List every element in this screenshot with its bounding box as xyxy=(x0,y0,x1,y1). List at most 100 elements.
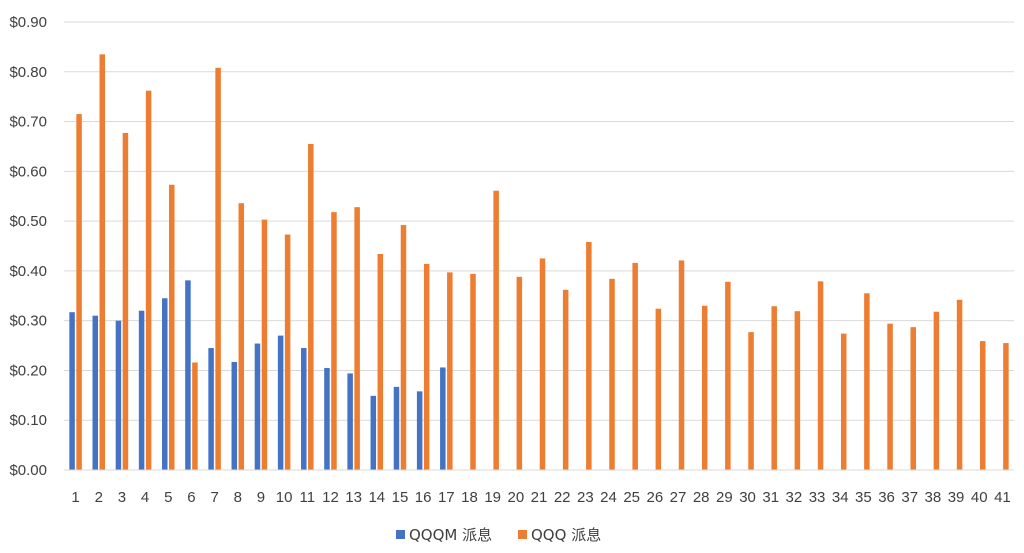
bar-qqq-12 xyxy=(331,212,337,470)
x-tick-label: 1 xyxy=(71,489,79,506)
bar-qqq-14 xyxy=(377,253,384,470)
bar-qqqm-8 xyxy=(231,361,238,470)
bar-qqq-36 xyxy=(887,323,893,470)
bar-qqq-25 xyxy=(632,262,638,470)
x-tick-label: 20 xyxy=(507,489,524,506)
x-tick-label: 35 xyxy=(855,489,872,506)
bar-qqq-24 xyxy=(609,278,615,470)
x-tick-label: 40 xyxy=(971,489,988,506)
legend-swatch-qqqm xyxy=(396,530,405,539)
x-tick-label: 4 xyxy=(141,489,149,506)
x-tick-label: 12 xyxy=(322,489,339,506)
bar-qqq-21 xyxy=(539,258,546,470)
bar-qqq-8 xyxy=(238,203,245,470)
x-tick-label: 25 xyxy=(623,489,640,506)
bar-qqq-1 xyxy=(76,114,82,470)
bar-qqq-6 xyxy=(192,362,198,470)
bar-qqq-9 xyxy=(261,219,268,470)
x-tick-label: 34 xyxy=(832,489,849,506)
x-tick-label: 33 xyxy=(809,489,826,506)
bar-qqqm-15 xyxy=(393,386,400,470)
bar-qqq-15 xyxy=(400,225,407,470)
y-tick-label: $0.80 xyxy=(9,64,47,81)
bar-qqqm-7 xyxy=(208,348,214,470)
bar-qqq-11 xyxy=(308,143,314,470)
x-tick-label: 24 xyxy=(600,489,617,506)
legend-swatch-qqq xyxy=(518,530,527,539)
bar-qqq-33 xyxy=(817,281,824,470)
bar-qqqm-12 xyxy=(324,367,330,470)
gridlines xyxy=(64,21,1014,421)
x-tick-label: 39 xyxy=(948,489,965,506)
bar-qqq-23 xyxy=(586,242,592,470)
x-tick-label: 14 xyxy=(368,489,385,506)
bar-qqq-2 xyxy=(99,54,106,471)
bar-qqq-31 xyxy=(771,306,777,470)
y-tick-label: $0.30 xyxy=(9,313,47,330)
y-tick-label: $0.70 xyxy=(9,114,47,131)
y-tick-label: $0.20 xyxy=(9,362,47,379)
bar-qqq-28 xyxy=(701,305,708,470)
bar-qqqm-1 xyxy=(69,312,75,470)
bar-qqqm-13 xyxy=(347,373,353,470)
bar-qqqm-2 xyxy=(92,315,99,470)
x-tick-label: 37 xyxy=(901,489,918,506)
bar-qqq-20 xyxy=(516,276,523,470)
bar-qqq-5 xyxy=(169,184,175,470)
bar-qqqm-17 xyxy=(440,367,446,470)
x-tick-label: 32 xyxy=(786,489,803,506)
x-tick-label: 5 xyxy=(164,489,172,506)
bar-qqqm-5 xyxy=(162,298,168,470)
x-tick-label: 27 xyxy=(670,489,687,506)
x-tick-label: 41 xyxy=(994,489,1011,506)
legend-label-qqq: QQQ 派息 xyxy=(531,526,601,544)
bar-qqq-37 xyxy=(910,327,916,470)
bar-qqqm-11 xyxy=(301,348,307,470)
bar-qqq-40 xyxy=(979,341,986,470)
y-tick-label: $0.40 xyxy=(9,263,47,280)
x-tick-label: 36 xyxy=(878,489,895,506)
x-tick-label: 3 xyxy=(118,489,126,506)
bar-qqq-35 xyxy=(864,293,870,470)
bar-qqq-3 xyxy=(122,133,129,470)
bar-qqqm-14 xyxy=(370,395,377,470)
x-tick-label: 16 xyxy=(415,489,432,506)
bar-qqqm-4 xyxy=(138,310,145,470)
x-tick-label: 17 xyxy=(438,489,455,506)
x-tick-label: 21 xyxy=(531,489,548,506)
x-tick-label: 28 xyxy=(693,489,710,506)
bar-qqq-16 xyxy=(423,263,430,470)
y-tick-label: $0.00 xyxy=(9,462,47,479)
y-axis-tick-labels: $0.00 $0.10 $0.20 $0.30 $0.40 $0.50 $0.60 $0.70… xyxy=(9,14,47,479)
x-tick-label: 7 xyxy=(210,489,218,506)
bar-qqq-26 xyxy=(655,308,662,470)
bar-qqq-19 xyxy=(493,190,499,470)
x-tick-label: 23 xyxy=(577,489,594,506)
x-tick-label: 22 xyxy=(554,489,571,506)
x-tick-label: 18 xyxy=(461,489,478,506)
x-tick-label: 10 xyxy=(276,489,293,506)
legend: QQQM 派息 QQQ 派息 xyxy=(396,526,601,544)
y-tick-label: $0.50 xyxy=(9,213,47,230)
bar-qqq-27 xyxy=(678,260,685,470)
x-tick-label: 9 xyxy=(257,489,265,506)
x-axis-tick-labels: 1 2 3 4 5 6 7 8 9 10 11 12 13 14 15 16 17 18 19 20 21 22 23 24 2… xyxy=(71,489,1010,506)
bar-qqq-17 xyxy=(447,272,453,470)
bar-qqq-38 xyxy=(933,311,940,470)
bar-qqq-34 xyxy=(840,333,847,470)
x-tick-label: 19 xyxy=(484,489,501,506)
bar-qqq-18 xyxy=(470,273,476,470)
bars xyxy=(69,54,1009,471)
x-tick-label: 2 xyxy=(95,489,103,506)
bar-qqqm-6 xyxy=(185,280,191,470)
legend-label-qqqm: QQQM 派息 xyxy=(409,526,492,544)
x-tick-label: 38 xyxy=(925,489,942,506)
x-tick-label: 11 xyxy=(300,489,316,506)
x-tick-label: 8 xyxy=(234,489,242,506)
bar-qqq-41 xyxy=(1003,343,1009,470)
bar-qqq-4 xyxy=(145,90,152,470)
bar-qqq-32 xyxy=(794,311,801,470)
x-tick-label: 13 xyxy=(345,489,362,506)
bar-qqq-39 xyxy=(956,299,963,470)
